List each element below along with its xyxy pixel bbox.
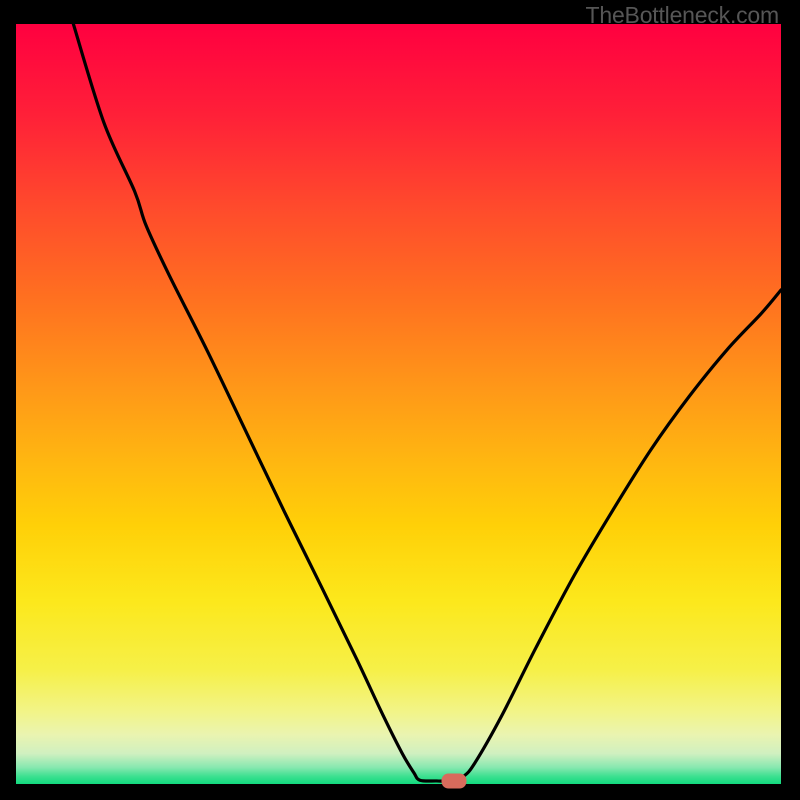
optimum-marker [441, 773, 466, 788]
bottleneck-curve [16, 24, 781, 784]
plot-area [16, 24, 781, 784]
watermark-text: TheBottleneck.com [586, 2, 779, 29]
